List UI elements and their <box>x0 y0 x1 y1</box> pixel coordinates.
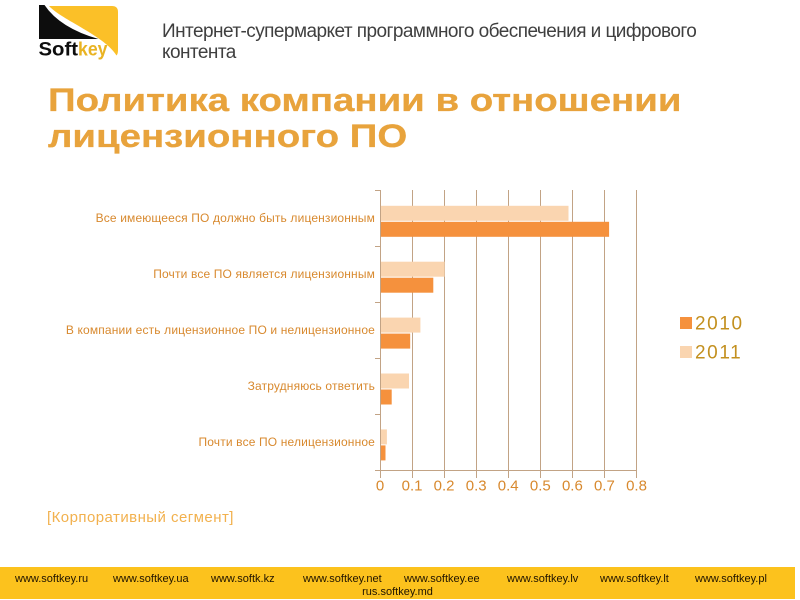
svg-text:2010: 2010 <box>695 314 744 335</box>
svg-text:0.8: 0.8 <box>626 478 647 495</box>
svg-text:Все имеющееся ПО должно быть л: Все имеющееся ПО должно быть лицензионны… <box>96 211 375 225</box>
svg-text:0.4: 0.4 <box>498 478 519 495</box>
svg-text:0.2: 0.2 <box>434 478 455 495</box>
svg-text:0.6: 0.6 <box>562 478 583 495</box>
svg-text:0: 0 <box>376 478 384 495</box>
svg-text:Почти все ПО нелицензионное: Почти все ПО нелицензионное <box>198 435 375 449</box>
svg-text:0.5: 0.5 <box>530 478 551 495</box>
svg-text:В компании есть лицензионное П: В компании есть лицензионное ПО и нелице… <box>66 323 375 337</box>
svg-text:0.3: 0.3 <box>466 478 487 495</box>
svg-text:0.1: 0.1 <box>402 478 423 495</box>
svg-text:Затрудняюсь ответить: Затрудняюсь ответить <box>248 379 375 393</box>
svg-text:2011: 2011 <box>695 343 742 364</box>
svg-text:key: key <box>78 39 108 61</box>
svg-text:0.7: 0.7 <box>594 478 615 495</box>
svg-text:Почти все ПО является лицензио: Почти все ПО является лицензионным <box>153 267 375 281</box>
svg-text:Soft: Soft <box>39 39 79 61</box>
